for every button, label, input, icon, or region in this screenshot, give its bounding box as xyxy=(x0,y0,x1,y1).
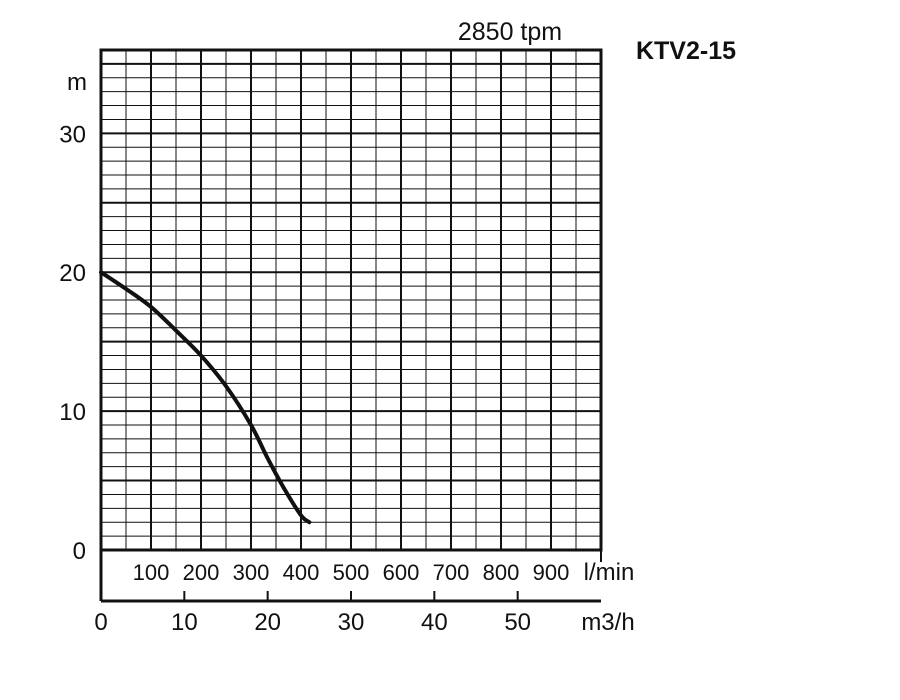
lmin-tick-label: 200 xyxy=(183,560,220,585)
y-tick-label: 0 xyxy=(73,538,86,565)
grid-major xyxy=(101,50,601,550)
m3h-unit-label: m3/h xyxy=(581,609,634,636)
lmin-tick-label: 300 xyxy=(233,560,270,585)
y-tick-label: 10 xyxy=(59,399,86,426)
y-tick-labels: 0 10 20 30 xyxy=(59,121,86,565)
head-flow-curve xyxy=(99,270,312,525)
y-tick-label: 30 xyxy=(59,121,86,148)
curve-layer xyxy=(99,270,312,525)
lmin-tick-label: 100 xyxy=(133,560,170,585)
plot-frame xyxy=(99,48,603,552)
m3h-tick-label: 40 xyxy=(421,609,448,636)
lmin-tick-label: 900 xyxy=(533,560,570,585)
speed-label: 2850 tpm xyxy=(458,18,562,46)
m3h-tick-label: 30 xyxy=(338,609,365,636)
lmin-tick-label: 500 xyxy=(333,560,370,585)
chart-frames xyxy=(99,48,603,603)
m3h-tick-label: 10 xyxy=(171,609,198,636)
y-axis-unit: m xyxy=(67,69,87,96)
m3h-tick-label: 20 xyxy=(254,609,281,636)
lmin-tick-label: 800 xyxy=(483,560,520,585)
lmin-unit-label: l/min xyxy=(584,559,635,586)
m3h-tick-label: 0 xyxy=(94,609,107,636)
lmin-tick-label: 700 xyxy=(433,560,470,585)
lmin-tick-label: 600 xyxy=(383,560,420,585)
model-title: KTV2-15 xyxy=(636,37,736,65)
y-tick-label: 20 xyxy=(59,260,86,287)
m3h-tick-label: 50 xyxy=(504,609,531,636)
lmin-tick-label: 400 xyxy=(283,560,320,585)
m3h-tick-labels: 0 10 20 30 40 50 xyxy=(94,609,531,636)
lmin-tick-labels: 100 200 300 400 500 600 700 800 900 xyxy=(133,560,570,585)
